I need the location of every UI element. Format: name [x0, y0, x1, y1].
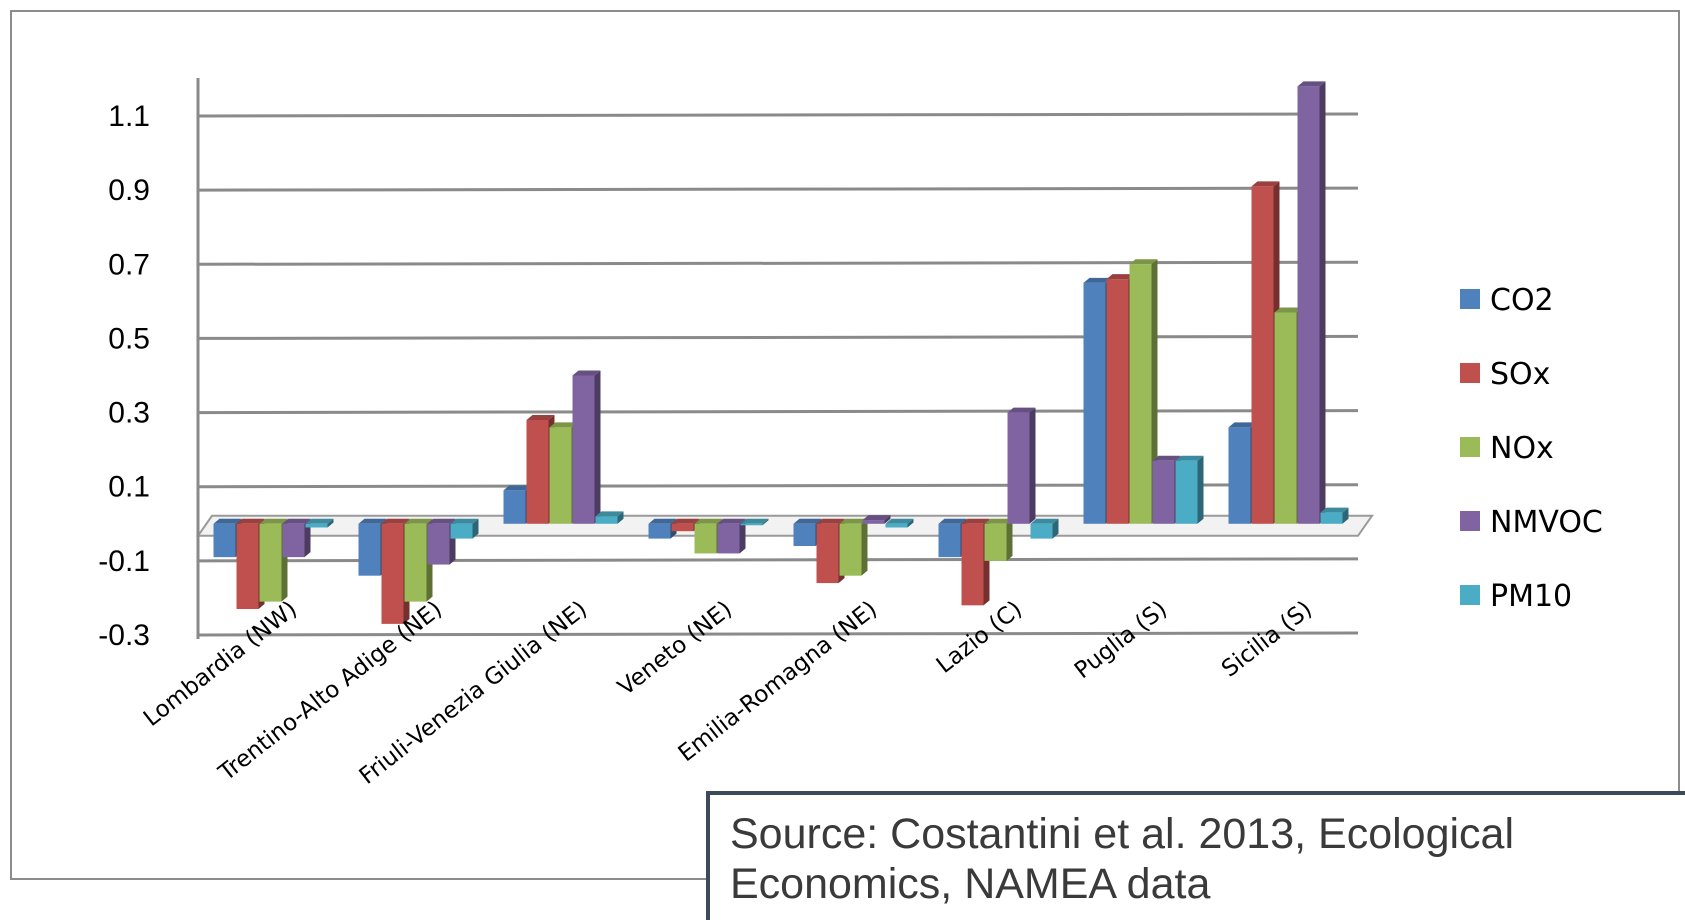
bar-pm10-3	[740, 518, 769, 526]
bar-pm10-2	[595, 511, 624, 524]
y-tick-label: 1.1	[108, 100, 150, 133]
legend-swatch	[1460, 511, 1480, 531]
legend-swatch	[1460, 585, 1480, 605]
gridline	[197, 631, 1359, 637]
x-tick-label: Friuli-Venezia Giulia (NE)	[355, 596, 592, 790]
bar-nmvoc-7	[1297, 81, 1326, 524]
y-tick-label: 0.7	[108, 248, 150, 281]
y-tick-label: -0.1	[98, 545, 150, 578]
bar-nmvoc-2	[572, 370, 601, 524]
y-tick-label: 0.9	[108, 174, 150, 207]
legend: CO2 SOx NOx NMVOC PM10	[1460, 283, 1603, 614]
y-tick-label: 0.1	[108, 471, 150, 504]
bar-nmvoc-3	[717, 518, 746, 554]
legend-swatch	[1460, 437, 1480, 457]
source-line-2: Economics, NAMEA data	[730, 860, 1211, 908]
source-note: Source: Costantini et al. 2013, Ecologic…	[706, 791, 1685, 920]
gridline	[197, 112, 1359, 118]
bar-nmvoc-5	[1007, 407, 1036, 524]
bar-co2-3	[648, 518, 677, 539]
gridline	[197, 186, 1359, 192]
chart-frame	[10, 10, 1680, 880]
y-tick-label: 0.3	[108, 397, 150, 430]
bar-pm10-7	[1320, 507, 1349, 524]
bars	[213, 81, 1349, 624]
category-labels: Lombardia (NW)Trentino-Alto Adige (NE)Fr…	[139, 596, 1317, 790]
legend-label: SOx	[1490, 357, 1550, 392]
x-tick-label: Puglia (S)	[1070, 596, 1172, 684]
source-line-1: Source: Costantini et al. 2013, Ecologic…	[730, 810, 1515, 858]
x-tick-label: Lombardia (NW)	[139, 596, 302, 732]
legend-label: PM10	[1490, 579, 1572, 614]
bar-pm10-6	[1175, 455, 1204, 524]
x-tick-label: Sicilia (S)	[1217, 596, 1317, 682]
x-tick-label: Lazio (C)	[932, 596, 1027, 679]
y-tick-label: 0.5	[108, 322, 150, 355]
legend-swatch	[1460, 363, 1480, 383]
bar-nox-6	[1129, 259, 1158, 524]
legend-label: CO2	[1490, 283, 1554, 318]
x-tick-label: Veneto (NE)	[613, 596, 737, 701]
bar-pm10-1	[450, 518, 479, 539]
bar-nox-5	[984, 518, 1013, 561]
gridline	[197, 260, 1359, 266]
y-tick-label: -0.3	[98, 619, 150, 652]
legend-swatch	[1460, 289, 1480, 309]
bar-nox-4	[839, 518, 868, 576]
bar-nmvoc-4	[862, 515, 891, 524]
legend-label: NOx	[1490, 431, 1554, 466]
gridline	[197, 334, 1359, 340]
bar-pm10-4	[885, 518, 914, 528]
bar-pm10-0	[305, 518, 334, 528]
legend-label: NMVOC	[1490, 505, 1603, 540]
source-text: Source: Costantini et al. 2013, Ecologic…	[730, 809, 1685, 909]
y-axis: 1.1 0.9 0.7 0.5 0.3 0.1 -0.1 -0.3	[98, 78, 200, 652]
gridline	[197, 409, 1359, 415]
bar-pm10-5	[1030, 518, 1059, 539]
bar-nmvoc-0	[282, 518, 311, 558]
